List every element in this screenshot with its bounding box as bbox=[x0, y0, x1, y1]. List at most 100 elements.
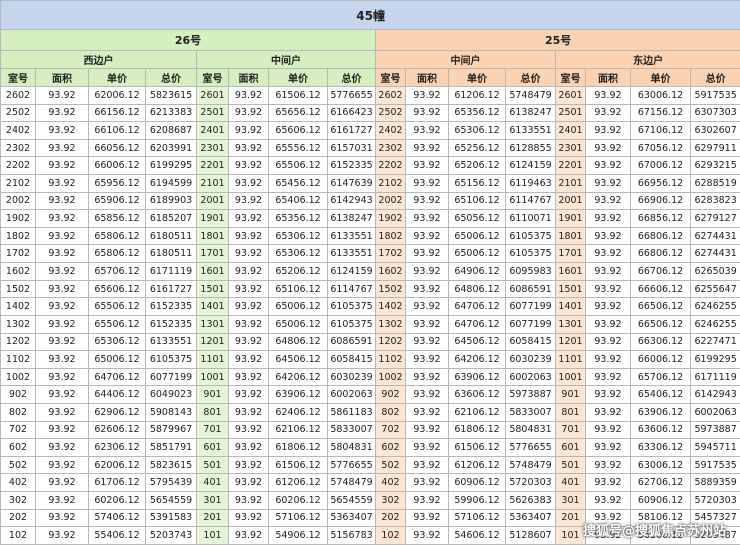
cell: 63006.12 bbox=[630, 455, 691, 475]
cell: 5748479 bbox=[327, 473, 376, 493]
cell: 202 bbox=[375, 508, 406, 528]
cell: 6058415 bbox=[327, 350, 376, 369]
cell: 1501 bbox=[196, 279, 229, 299]
cell: 61506.12 bbox=[268, 86, 328, 105]
cell: 62606.12 bbox=[88, 420, 146, 440]
cell: 93.92 bbox=[228, 438, 269, 457]
cell: 2202 bbox=[0, 156, 36, 176]
cell: 1802 bbox=[375, 226, 406, 246]
cell: 201 bbox=[555, 508, 586, 528]
cell: 901 bbox=[555, 385, 586, 404]
cell: 1201 bbox=[555, 332, 586, 352]
cell: 301 bbox=[196, 491, 229, 510]
cell: 2601 bbox=[196, 86, 229, 105]
cell: 5363407 bbox=[327, 508, 376, 528]
cell: 601 bbox=[196, 438, 229, 457]
cell: 93.92 bbox=[585, 385, 631, 404]
cell: 6133551 bbox=[327, 244, 376, 264]
row: 502 93.92 62006.12 5823615 501 93.92 61506.12 5… bbox=[0, 455, 740, 475]
cell: 66006.12 bbox=[630, 350, 691, 369]
column-header: 总价 bbox=[689, 68, 740, 87]
cell: 802 bbox=[375, 402, 406, 422]
cell: 2001 bbox=[196, 191, 229, 211]
cell: 6199295 bbox=[689, 350, 740, 369]
cell: 6058415 bbox=[505, 332, 556, 352]
cell: 401 bbox=[196, 473, 229, 493]
cell: 93.92 bbox=[35, 420, 89, 440]
row: 45幢 bbox=[0, 0, 740, 30]
cell: 5804831 bbox=[327, 438, 376, 457]
cell: 2101 bbox=[555, 174, 586, 193]
building-header: 25号 bbox=[374, 29, 740, 51]
cell: 93.92 bbox=[585, 156, 631, 176]
cell: 93.92 bbox=[585, 262, 631, 281]
row: 702 93.92 62606.12 5879967 701 93.92 62106.12 5… bbox=[0, 420, 740, 440]
cell: 6110071 bbox=[505, 209, 556, 228]
cell: 101 bbox=[555, 526, 586, 545]
cell: 93.92 bbox=[35, 138, 89, 158]
cell: 93.92 bbox=[35, 244, 89, 264]
cell: 65556.12 bbox=[268, 138, 328, 158]
column-header: 室号 bbox=[375, 68, 406, 87]
cell: 55406.12 bbox=[88, 526, 146, 545]
cell: 61506.12 bbox=[268, 455, 328, 475]
cell: 6208687 bbox=[145, 121, 197, 140]
cell: 93.92 bbox=[228, 103, 269, 123]
cell: 66106.12 bbox=[88, 121, 146, 140]
cell: 701 bbox=[555, 420, 586, 440]
cell: 6077199 bbox=[505, 314, 556, 334]
cell: 93.92 bbox=[228, 491, 269, 510]
cell: 5203743 bbox=[145, 526, 197, 545]
cell: 93.92 bbox=[35, 438, 89, 457]
cell: 93.92 bbox=[585, 279, 631, 299]
cell: 93.92 bbox=[35, 314, 89, 334]
cell: 302 bbox=[0, 491, 36, 510]
cell: 93.92 bbox=[228, 402, 269, 422]
cell: 2302 bbox=[0, 138, 36, 158]
cell: 702 bbox=[0, 420, 36, 440]
cell: 65306.12 bbox=[268, 244, 328, 264]
cell: 6147639 bbox=[327, 174, 376, 193]
cell: 6152335 bbox=[145, 314, 197, 334]
cell: 64806.12 bbox=[268, 332, 328, 352]
cell: 5720303 bbox=[689, 491, 740, 510]
cell: 62306.12 bbox=[88, 438, 146, 457]
cell: 93.92 bbox=[585, 121, 631, 140]
cell: 93.92 bbox=[405, 191, 449, 211]
cell: 65606.12 bbox=[88, 279, 146, 299]
cell: 93.92 bbox=[228, 473, 269, 493]
cell: 6194599 bbox=[145, 174, 197, 193]
cell: 93.92 bbox=[405, 103, 449, 123]
cell: 93.92 bbox=[228, 332, 269, 352]
cell: 65006.12 bbox=[448, 226, 506, 246]
cell: 93.92 bbox=[35, 103, 89, 123]
cell: 93.92 bbox=[228, 191, 269, 211]
row: 1502 93.92 65606.12 6161727 1501 93.92 65106.1… bbox=[0, 279, 740, 299]
cell: 63606.12 bbox=[448, 385, 506, 404]
cell: 64506.12 bbox=[268, 350, 328, 369]
cell: 93.92 bbox=[228, 279, 269, 299]
column-header: 总价 bbox=[505, 68, 556, 87]
cell: 93.92 bbox=[405, 455, 449, 475]
cell: 93.92 bbox=[405, 297, 449, 316]
cell: 93.92 bbox=[585, 332, 631, 352]
row: 2102 93.92 65956.12 6194599 2101 93.92 65456.1… bbox=[0, 174, 740, 193]
cell: 62106.12 bbox=[268, 420, 328, 440]
table-title: 45幢 bbox=[0, 0, 740, 30]
cell: 1502 bbox=[375, 279, 406, 299]
cell: 93.92 bbox=[405, 402, 449, 422]
cell: 5973887 bbox=[505, 385, 556, 404]
cell: 2602 bbox=[0, 86, 36, 105]
cell: 601 bbox=[555, 438, 586, 457]
cell: 6246255 bbox=[689, 314, 740, 334]
cell: 93.92 bbox=[35, 262, 89, 281]
cell: 301 bbox=[555, 491, 586, 510]
cell: 93.92 bbox=[228, 138, 269, 158]
cell: 2502 bbox=[0, 103, 36, 123]
cell: 93.92 bbox=[35, 226, 89, 246]
cell: 302 bbox=[375, 491, 406, 510]
cell: 6152335 bbox=[145, 297, 197, 316]
cell: 5879967 bbox=[145, 420, 197, 440]
cell: 66856.12 bbox=[630, 209, 691, 228]
